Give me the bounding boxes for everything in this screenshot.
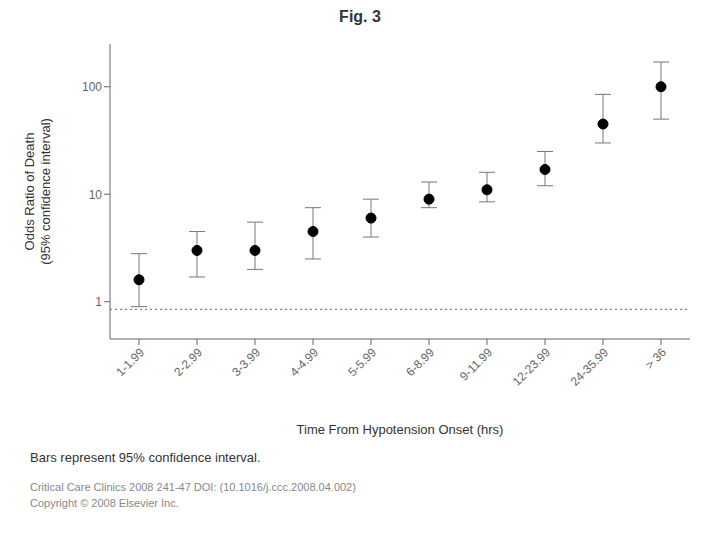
svg-text:24-35.99: 24-35.99 bbox=[568, 345, 612, 389]
html-text:Fig. 3: Fig. 3 bbox=[339, 8, 381, 25]
svg-text:6-8.99: 6-8.99 bbox=[403, 345, 437, 379]
svg-text:> 36: > 36 bbox=[642, 345, 669, 372]
svg-text:10: 10 bbox=[89, 188, 103, 202]
html-text:Critical Care Clinics 2008 241: Critical Care Clinics 2008 241-47 DOI: (… bbox=[30, 481, 356, 493]
svg-text:9-11.99: 9-11.99 bbox=[457, 345, 495, 383]
svg-text:Time From Hypotension Onset (h: Time From Hypotension Onset (hrs) bbox=[297, 422, 504, 437]
html-text:Copyright © 2008 Elsevier Inc.: Copyright © 2008 Elsevier Inc. bbox=[30, 497, 179, 509]
svg-text:1-1.99: 1-1.99 bbox=[113, 345, 147, 379]
svg-text:4-4.99: 4-4.99 bbox=[287, 345, 321, 379]
svg-text:Odds Ratio of Death(95% confid: Odds Ratio of Death(95% confidence inter… bbox=[22, 118, 53, 265]
html-text:Bars represent 95% confidence: Bars represent 95% confidence interval. bbox=[30, 450, 261, 465]
svg-text:1: 1 bbox=[95, 295, 102, 309]
svg-text:12-23.99: 12-23.99 bbox=[510, 345, 554, 389]
svg-text:3-3.99: 3-3.99 bbox=[229, 345, 263, 379]
svg-text:5-5.99: 5-5.99 bbox=[345, 345, 379, 379]
svg-text:2-2.99: 2-2.99 bbox=[171, 345, 205, 379]
svg-text:100: 100 bbox=[82, 80, 102, 94]
